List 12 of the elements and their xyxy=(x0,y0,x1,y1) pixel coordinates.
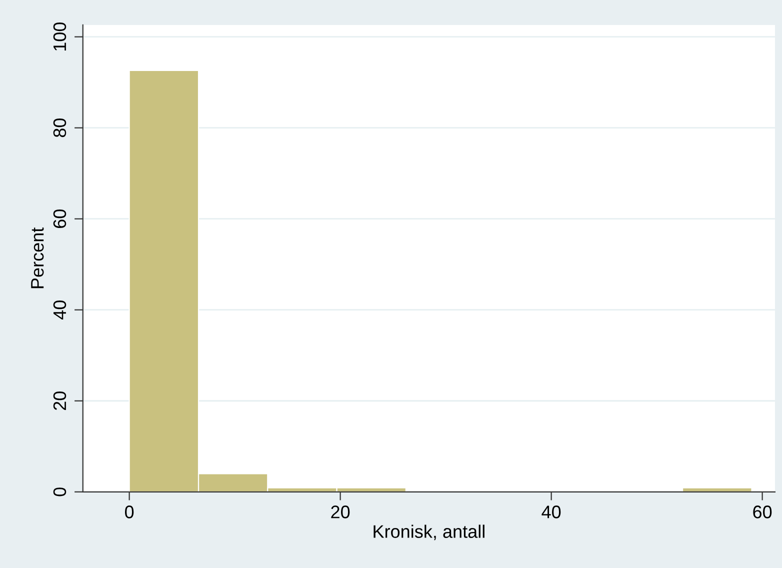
x-tick-label: 20 xyxy=(331,506,350,518)
x-axis-title: Kronisk, antall xyxy=(374,524,484,540)
x-tick-label: 40 xyxy=(542,506,561,518)
y-tick-label: 80 xyxy=(53,118,66,138)
x-tick-label: 0 xyxy=(124,506,134,518)
y-tick-label: 0 xyxy=(53,488,66,496)
y-tick-label: 40 xyxy=(53,300,66,320)
y-axis-title: Percent xyxy=(31,227,44,288)
x-tick-label: 60 xyxy=(753,506,772,518)
y-tick-label: 60 xyxy=(53,210,66,228)
y-tick-label: 100 xyxy=(53,22,66,51)
y-tick-label: 20 xyxy=(53,392,66,410)
